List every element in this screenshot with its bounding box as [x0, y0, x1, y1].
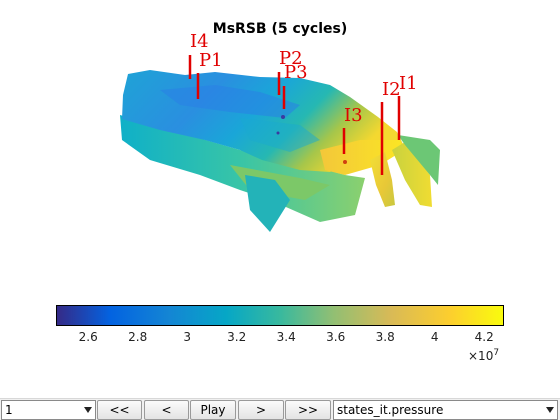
first-step-button[interactable]: <<	[97, 400, 142, 420]
reservoir-dark-patch	[160, 85, 300, 118]
step-select-value: 1	[5, 403, 13, 417]
previous-step-button[interactable]: <	[144, 400, 189, 420]
colorbar-tick-label: 3.8	[375, 330, 395, 344]
well-label-I1: I1	[399, 73, 418, 94]
field-select[interactable]: states_it.pressure	[333, 400, 558, 420]
colorbar-tick-label: 4	[430, 330, 439, 344]
field-select-value: states_it.pressure	[337, 403, 444, 417]
perforation-dot	[343, 160, 347, 164]
plot-title: MsRSB (5 cycles)	[212, 21, 348, 37]
chevron-down-icon	[546, 407, 554, 413]
figure-canvas: MsRSB (5 cycles)	[56, 21, 504, 363]
last-step-button[interactable]: >>	[285, 400, 331, 420]
reservoir-lower-lobe	[245, 175, 290, 232]
colorbar	[56, 305, 504, 326]
perforation-dot	[276, 131, 280, 135]
colorbar-tick-label: 3.4	[276, 330, 296, 344]
well-label-P2: P2	[279, 48, 303, 69]
well-label-I2: I2	[382, 79, 401, 100]
colorbar-tick-label: 2.6	[78, 330, 98, 344]
colorbar-exponent: ×107	[468, 348, 499, 363]
reservoir-plot: I4 P1 P2 P3 I3 I2 I1	[120, 31, 440, 232]
well-label-I4: I4	[190, 31, 209, 52]
playback-controls: 1 << < Play > >> states_it.pressure	[0, 398, 560, 420]
colorbar-exponent-power: 7	[493, 348, 500, 358]
reservoir-front-face	[230, 165, 330, 200]
chevron-down-icon	[84, 407, 92, 413]
reservoir-shadow-patch	[240, 118, 320, 152]
colorbar-tick-label: 3.6	[326, 330, 346, 344]
colorbar-tick-label: 3	[183, 330, 191, 344]
reservoir-right-edge	[398, 135, 440, 185]
next-step-button[interactable]: >	[238, 400, 284, 420]
colorbar-tick-label: 3.2	[227, 330, 247, 344]
colorbar-gradient	[56, 305, 504, 326]
reservoir-limb-left	[370, 152, 395, 207]
well-label-P1: P1	[199, 50, 223, 71]
perforation-dot	[281, 115, 285, 119]
colorbar-tick-label: 2.8	[128, 330, 148, 344]
well-label-P3: P3	[284, 62, 308, 83]
colorbar-exponent-base: ×10	[468, 349, 494, 363]
reservoir-limb-right	[392, 142, 432, 207]
step-select[interactable]: 1	[1, 400, 96, 420]
well-label-I3: I3	[344, 105, 363, 126]
colorbar-tick-label: 4.2	[474, 330, 494, 344]
play-button[interactable]: Play	[190, 400, 236, 420]
